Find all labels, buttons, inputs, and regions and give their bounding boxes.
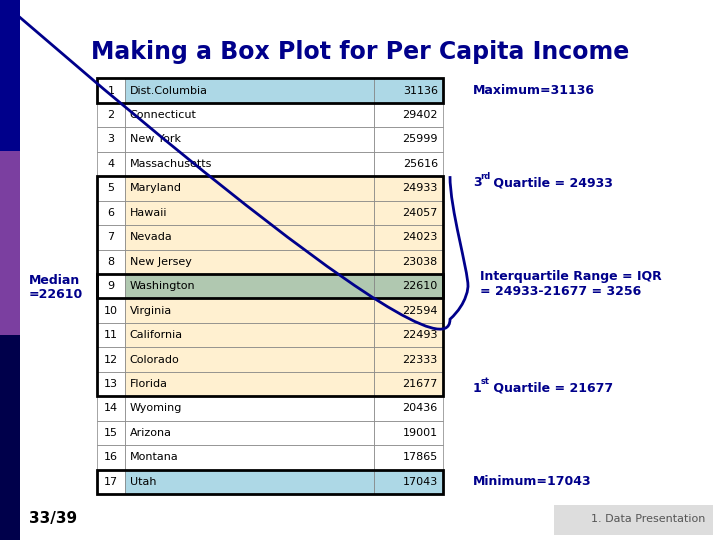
Text: Arizona: Arizona bbox=[130, 428, 171, 438]
Text: 22594: 22594 bbox=[402, 306, 438, 316]
Text: 22610: 22610 bbox=[402, 281, 438, 291]
Text: Virginia: Virginia bbox=[130, 306, 172, 316]
Text: 3: 3 bbox=[107, 134, 114, 144]
Text: 24023: 24023 bbox=[402, 232, 438, 242]
Text: Quartile = 24933: Quartile = 24933 bbox=[489, 177, 613, 190]
Text: Connecticut: Connecticut bbox=[130, 110, 197, 120]
Text: 23038: 23038 bbox=[402, 256, 438, 267]
Text: 29402: 29402 bbox=[402, 110, 438, 120]
Text: 1. Data Presentation: 1. Data Presentation bbox=[591, 515, 706, 524]
Text: 1: 1 bbox=[107, 85, 114, 96]
Text: 12: 12 bbox=[104, 355, 118, 365]
Text: 1: 1 bbox=[473, 382, 482, 395]
Text: Montana: Montana bbox=[130, 453, 179, 462]
Text: Florida: Florida bbox=[130, 379, 168, 389]
Text: 21677: 21677 bbox=[402, 379, 438, 389]
Text: Hawaii: Hawaii bbox=[130, 208, 167, 218]
Text: =22610: =22610 bbox=[29, 288, 83, 301]
Text: Massachusetts: Massachusetts bbox=[130, 159, 212, 169]
Text: Minimum=17043: Minimum=17043 bbox=[473, 475, 592, 488]
Text: Quartile = 21677: Quartile = 21677 bbox=[489, 382, 613, 395]
Text: 4: 4 bbox=[107, 159, 114, 169]
Text: 31136: 31136 bbox=[402, 85, 438, 96]
Text: New York: New York bbox=[130, 134, 181, 144]
Text: 5: 5 bbox=[107, 184, 114, 193]
Text: New Jersey: New Jersey bbox=[130, 256, 192, 267]
Text: 10: 10 bbox=[104, 306, 118, 316]
Text: 19001: 19001 bbox=[402, 428, 438, 438]
Text: 6: 6 bbox=[107, 208, 114, 218]
Text: 25999: 25999 bbox=[402, 134, 438, 144]
Text: 22493: 22493 bbox=[402, 330, 438, 340]
Text: 25616: 25616 bbox=[402, 159, 438, 169]
Text: California: California bbox=[130, 330, 183, 340]
Text: st: st bbox=[480, 377, 490, 387]
Text: 13: 13 bbox=[104, 379, 118, 389]
Text: Maryland: Maryland bbox=[130, 184, 181, 193]
Text: 17043: 17043 bbox=[402, 477, 438, 487]
Text: 2: 2 bbox=[107, 110, 114, 120]
Text: Washington: Washington bbox=[130, 281, 195, 291]
Text: 9: 9 bbox=[107, 281, 114, 291]
Text: 20436: 20436 bbox=[402, 403, 438, 414]
Text: Median: Median bbox=[29, 274, 80, 287]
Text: Dist.Columbia: Dist.Columbia bbox=[130, 85, 207, 96]
Text: 7: 7 bbox=[107, 232, 114, 242]
Text: 11: 11 bbox=[104, 330, 118, 340]
Text: 8: 8 bbox=[107, 256, 114, 267]
Text: Utah: Utah bbox=[130, 477, 156, 487]
Text: = 24933-21677 = 3256: = 24933-21677 = 3256 bbox=[480, 285, 642, 298]
Text: 17865: 17865 bbox=[402, 453, 438, 462]
Text: Maximum=31136: Maximum=31136 bbox=[473, 84, 595, 97]
Text: 16: 16 bbox=[104, 453, 118, 462]
Text: Nevada: Nevada bbox=[130, 232, 172, 242]
Text: rd: rd bbox=[480, 172, 490, 181]
Text: 24057: 24057 bbox=[402, 208, 438, 218]
Text: 33/39: 33/39 bbox=[29, 511, 77, 526]
Text: 22333: 22333 bbox=[402, 355, 438, 365]
Text: 17: 17 bbox=[104, 477, 118, 487]
Text: 14: 14 bbox=[104, 403, 118, 414]
Text: Making a Box Plot for Per Capita Income: Making a Box Plot for Per Capita Income bbox=[91, 40, 629, 64]
Text: 15: 15 bbox=[104, 428, 118, 438]
Text: Colorado: Colorado bbox=[130, 355, 179, 365]
Text: Interquartile Range = IQR: Interquartile Range = IQR bbox=[480, 270, 662, 283]
Text: 3: 3 bbox=[473, 177, 482, 190]
Text: 24933: 24933 bbox=[402, 184, 438, 193]
Text: Wyoming: Wyoming bbox=[130, 403, 182, 414]
